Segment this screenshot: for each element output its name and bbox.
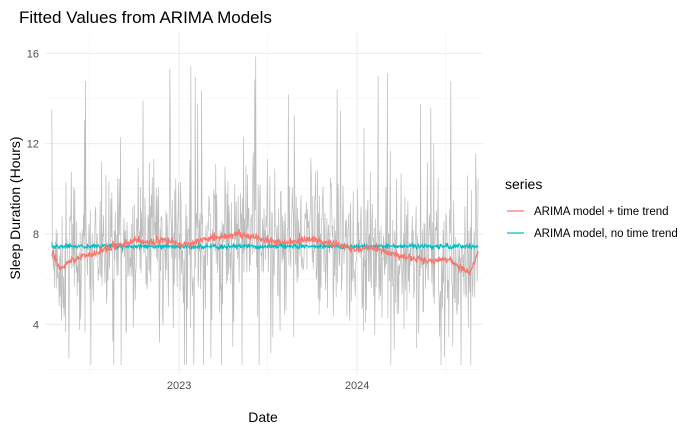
fitted-series-lines: [51, 228, 479, 276]
y-axis-title: Sleep Duration (Hours): [7, 136, 23, 279]
x-axis-title: Date: [248, 409, 278, 425]
x-tick-label: 2024: [345, 380, 369, 392]
y-tick-labels: 4 8 12 16: [27, 48, 39, 331]
observed-line: [51, 56, 479, 365]
series-line-arima-no-trend: [51, 241, 479, 251]
observed-series-line: [51, 56, 479, 365]
legend-label: ARIMA model, no time trend: [534, 228, 678, 240]
y-tick-label: 16: [27, 48, 39, 60]
y-tick-label: 4: [33, 319, 39, 331]
x-tick-labels: 2023 2024: [167, 380, 370, 392]
series-line-arima-time-trend: [51, 228, 479, 276]
chart-title: Fitted Values from ARIMA Models: [19, 8, 272, 27]
legend-label: ARIMA model + time trend: [534, 206, 669, 218]
legend-items: ARIMA model + time trend ARIMA model, no …: [507, 206, 678, 240]
legend-title: series: [505, 176, 542, 192]
x-tick-label: 2023: [167, 380, 191, 392]
y-tick-label: 12: [27, 139, 39, 151]
y-tick-label: 8: [33, 229, 39, 241]
